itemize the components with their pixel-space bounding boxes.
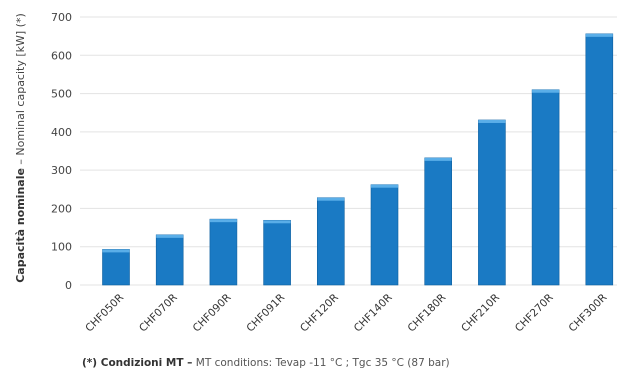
y-axis-label-rest: – Nominal capacity [kW] (*) (14, 13, 27, 168)
bar-top-highlight (156, 234, 184, 238)
x-tick-label: CHF120R (298, 292, 341, 335)
x-tick-label: CHF140R (352, 292, 395, 335)
bar-chf140r (370, 184, 399, 286)
bar-chf090r (209, 218, 238, 286)
y-tick-label: 300 (51, 164, 72, 177)
y-tick-label: 700 (51, 11, 72, 24)
bar-body (424, 157, 453, 286)
y-axis-label: Capacità nominale – Nominal capacity [kW… (14, 13, 27, 283)
bar-top-highlight (317, 197, 345, 201)
bars (102, 33, 614, 286)
bar-body (209, 218, 238, 286)
bar-body (478, 119, 506, 286)
bar-top-highlight (263, 220, 291, 224)
footnote: (*) Condizioni MT – MT conditions: Tevap… (82, 357, 450, 369)
x-tick-label: CHF090R (191, 292, 234, 335)
bar-body (155, 234, 184, 286)
y-tick-label: 100 (51, 241, 72, 254)
bar-body (370, 184, 399, 286)
y-tick-label: 500 (51, 88, 72, 101)
bar-body (102, 249, 130, 286)
x-axis-labels: CHF050R CHF070R CHF090R CHF091R CHF120R CHF14… (83, 292, 609, 335)
bar-top-highlight (371, 184, 398, 188)
y-axis-ticks: 0 100 200 300 400 500 600 700 (51, 11, 72, 292)
bar-body (263, 219, 291, 286)
y-tick-label: 600 (51, 49, 72, 62)
bar-chf270r (531, 89, 560, 286)
x-tick-label: CHF270R (513, 292, 556, 335)
x-tick-label: CHF091R (244, 292, 287, 335)
x-tick-label: CHF210R (459, 292, 502, 335)
bar-chf180r (424, 157, 453, 286)
bar-top-highlight (424, 157, 452, 161)
x-tick-label: CHF070R (137, 292, 180, 335)
x-tick-label: CHF180R (405, 292, 448, 335)
bar-body (531, 89, 560, 286)
x-tick-label: CHF300R (567, 292, 610, 335)
bar-chf050r (102, 249, 130, 286)
footnote-text: MT conditions: Tevap -11 °C ; Tgc 35 °C … (192, 357, 450, 369)
bar-chf070r (155, 234, 184, 286)
footnote-bold: (*) Condizioni MT – (82, 357, 193, 369)
bar-chf091r (263, 219, 291, 286)
bar-body (585, 33, 614, 286)
bar-chf300r (585, 33, 614, 286)
bar-top-highlight (585, 33, 613, 37)
bar-chf210r (478, 119, 506, 286)
bar-top-highlight (478, 119, 506, 123)
bar-top-highlight (209, 219, 237, 223)
bar-body (316, 197, 345, 286)
bar-top-highlight (102, 249, 130, 253)
bar-top-highlight (532, 89, 560, 93)
bar-chf120r (316, 197, 345, 286)
x-tick-label: CHF050R (83, 292, 126, 335)
y-axis-label-bold: Capacità nominale (14, 168, 27, 283)
y-tick-label: 0 (65, 279, 72, 292)
y-tick-label: 400 (51, 126, 72, 139)
y-tick-label: 200 (51, 202, 72, 215)
